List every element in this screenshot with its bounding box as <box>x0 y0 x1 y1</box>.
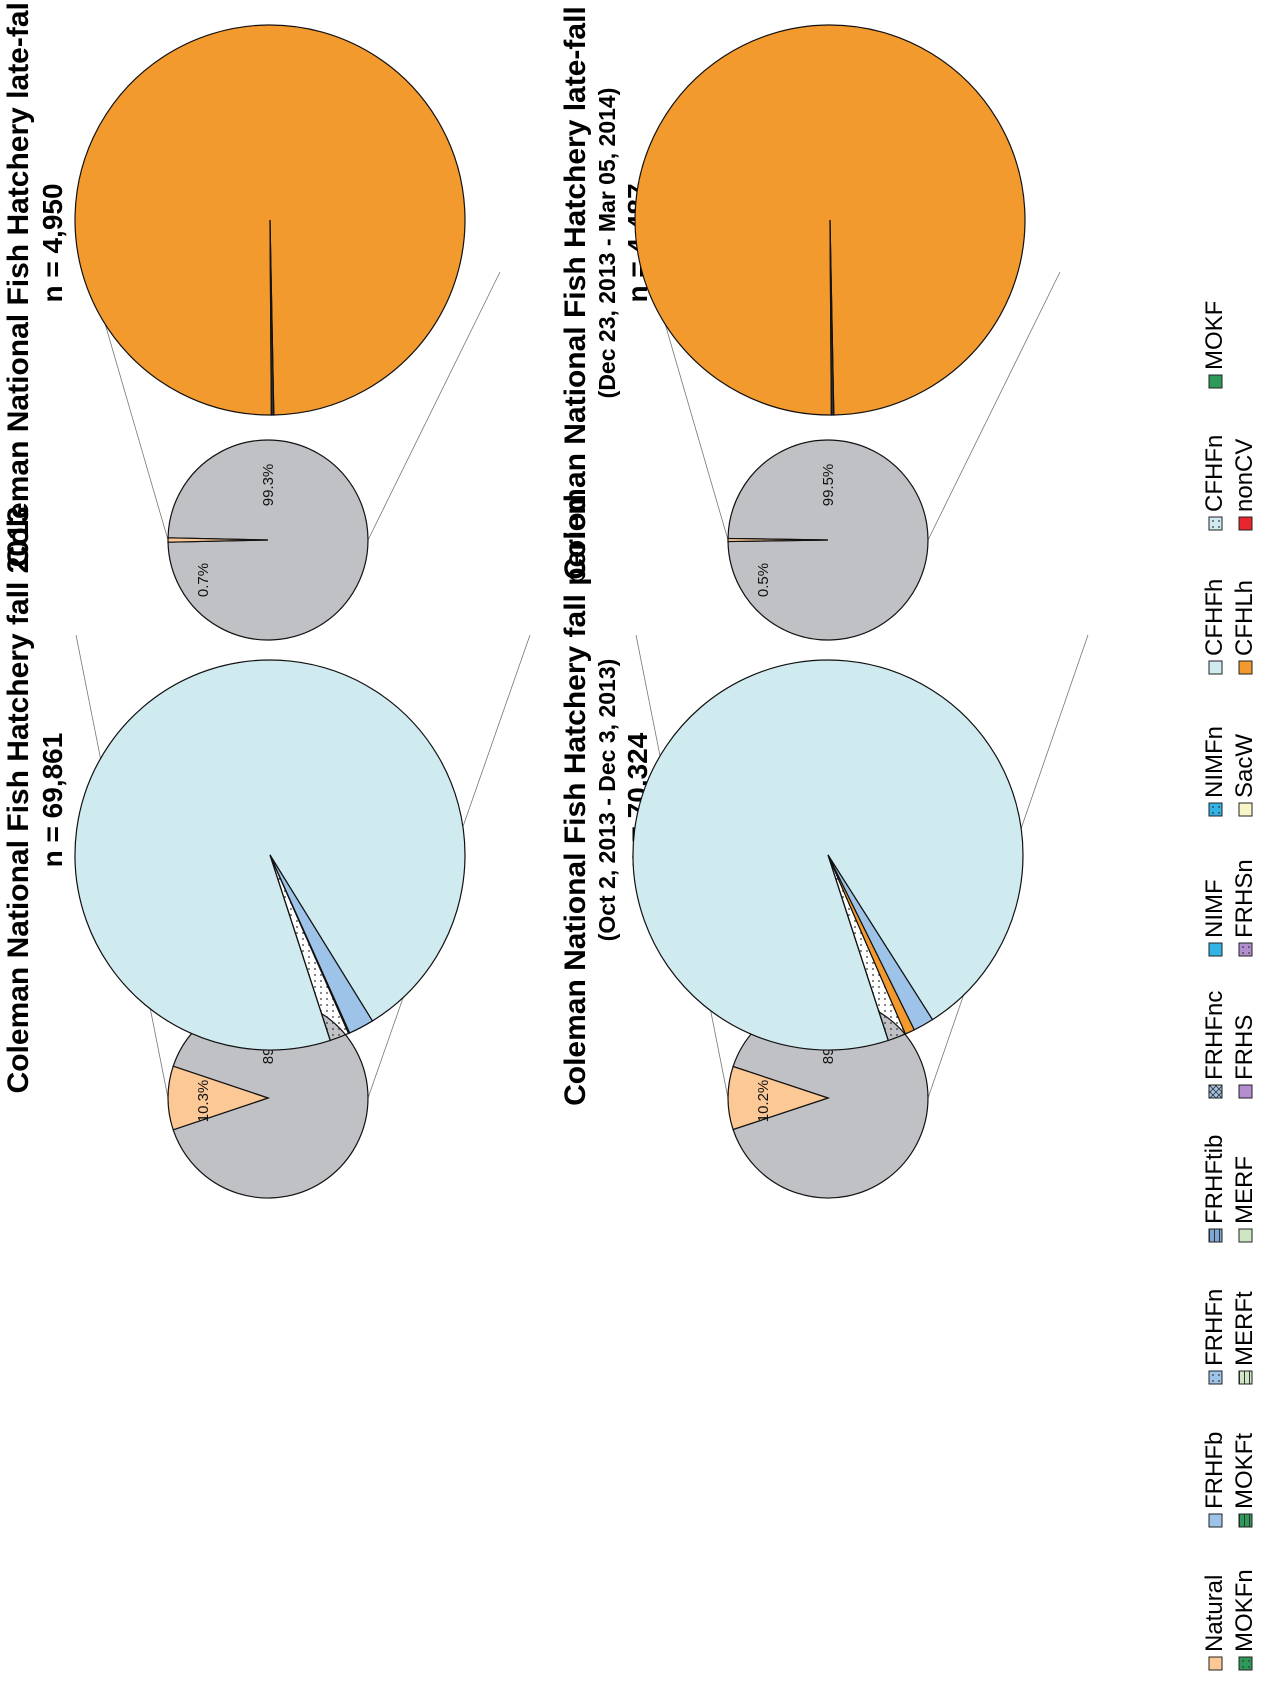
label-natural: 0.5% <box>755 563 772 597</box>
slice-frhfn <box>269 854 374 1034</box>
legend-item-noncv: nonCV <box>1231 439 1258 531</box>
pie-main-fall-2013: 10.3%89.7% <box>167 997 369 1199</box>
legend-label: Natural <box>1201 1575 1228 1652</box>
legend-swatch-pattern <box>1208 1228 1223 1243</box>
legend-swatch-pattern <box>1238 1513 1253 1528</box>
legend-item-sacw: SacW <box>1231 734 1258 817</box>
legend-swatch <box>1208 942 1223 957</box>
panel-fall-period: Coleman National Fish Hatchery fall peri… <box>559 494 1089 1199</box>
legend: Natural FRHFb FRHFn FRHFtib FRHFnc NIMF NIMFn C… <box>1201 301 1258 1671</box>
legend-label: FRHFn <box>1201 1289 1228 1366</box>
legend-item-frhfn: FRHFn <box>1201 1289 1228 1385</box>
legend-swatch <box>1238 516 1253 531</box>
label-natural: 0.7% <box>195 563 212 597</box>
legend-item-cfhfh: CFHFh <box>1201 579 1228 675</box>
panel-subtitle: (Oct 2, 2013 - Dec 3, 2013) <box>594 659 620 942</box>
slice-natural <box>727 1065 830 1131</box>
panel-title: Coleman National Fish Hatchery late-fall… <box>559 0 592 580</box>
slice-natural <box>167 537 269 543</box>
panel-n: n = 69,861 <box>37 733 68 868</box>
slice-other <box>269 219 275 416</box>
legend-item-mokfn: MOKFn <box>1231 1569 1258 1671</box>
legend-item-mokft: MOKFt <box>1231 1433 1258 1528</box>
panel-title: Coleman National Fish Hatchery late-fall… <box>2 0 35 567</box>
legend-swatch <box>1238 1084 1253 1099</box>
legend-item-frhfb: FRHFb <box>1201 1432 1228 1528</box>
legend-swatch <box>1208 660 1223 675</box>
slice-other <box>829 219 835 416</box>
panel-fall-2013: Coleman National Fish Hatchery fall 2013… <box>2 507 531 1199</box>
legend-label: CFHFn <box>1201 435 1228 512</box>
legend-item-merft: MERFt <box>1231 1291 1258 1385</box>
pie-main-late-fall-2014: 0.7% 99.3% <box>167 439 369 641</box>
legend-swatch-pattern <box>1208 1370 1223 1385</box>
legend-label: MOKF <box>1201 301 1228 370</box>
panel-fall-period-titles: Coleman National Fish Hatchery fall peri… <box>559 494 653 1106</box>
legend-item-natural: Natural <box>1201 1575 1228 1671</box>
label-natural: 10.2% <box>755 1080 772 1123</box>
legend-label: CFHFh <box>1201 579 1228 656</box>
legend-label: FRHFb <box>1201 1432 1228 1509</box>
pie-expanded-fall-period <box>632 659 1024 1051</box>
slice-natural <box>167 1065 270 1131</box>
panel-late-fall-2014-titles: Coleman National Fish Hatchery late-fall… <box>2 0 68 567</box>
legend-swatch <box>1238 1228 1253 1243</box>
legend-label: NIMF <box>1201 879 1228 938</box>
panel-n: n = 4,950 <box>37 183 68 302</box>
legend-swatch <box>1238 802 1253 817</box>
legend-item-frhs: FRHS <box>1231 1015 1258 1099</box>
label-hatchery: 99.5% <box>820 464 837 507</box>
legend-swatch <box>1238 660 1253 675</box>
legend-item-frhftib: FRHFtib <box>1201 1135 1228 1243</box>
slice-hatchery <box>167 439 369 641</box>
legend-swatch-pattern <box>1208 1084 1223 1099</box>
pie-main-late-fall-period: 0.5% 99.5% <box>727 439 929 641</box>
legend-swatch <box>1208 1513 1223 1528</box>
legend-item-cfhfn: CFHFn <box>1201 435 1228 531</box>
label-hatchery: 99.3% <box>260 464 277 507</box>
legend-item-merf: MERF <box>1231 1156 1258 1243</box>
legend-label: FRHFtib <box>1201 1135 1228 1224</box>
panel-late-fall-period: Coleman National Fish Hatchery late-fall… <box>559 0 1061 641</box>
panel-subtitle: (Dec 23, 2013 - Mar 05, 2014) <box>594 88 620 399</box>
legend-label: SacW <box>1231 734 1258 798</box>
legend-swatch-pattern <box>1208 802 1223 817</box>
label-natural: 10.3% <box>195 1080 212 1123</box>
legend-item-mokf: MOKF <box>1201 301 1228 389</box>
pie-expanded-fall-2013 <box>74 659 466 1051</box>
legend-swatch-pattern <box>1238 1656 1253 1671</box>
legend-label: nonCV <box>1231 439 1258 512</box>
legend-swatch-pattern <box>1238 1370 1253 1385</box>
legend-label: FRHSn <box>1231 859 1258 938</box>
legend-label: CFHLh <box>1231 580 1258 656</box>
panel-late-fall-period-titles: Coleman National Fish Hatchery late-fall… <box>559 0 653 580</box>
legend-label: MOKFt <box>1231 1433 1258 1509</box>
legend-swatch <box>1208 1656 1223 1671</box>
legend-label: FRHFnc <box>1201 991 1228 1080</box>
legend-item-frhsn: FRHSn <box>1231 859 1258 957</box>
legend-swatch-pattern <box>1238 942 1253 957</box>
pie-main-fall-period: 10.2%89.8% <box>727 997 929 1199</box>
legend-label: NIMFn <box>1201 726 1228 798</box>
legend-label: MERFt <box>1231 1291 1258 1366</box>
pie-expanded-late-fall-2014 <box>74 24 466 416</box>
legend-label: MERF <box>1231 1156 1258 1224</box>
pie-expanded-late-fall-period <box>634 24 1026 416</box>
legend-item-nimf: NIMF <box>1201 879 1228 957</box>
panel-title: Coleman National Fish Hatchery fall 2013 <box>2 507 35 1094</box>
legend-item-nimfn: NIMFn <box>1201 726 1228 817</box>
panel-late-fall-2014: Coleman National Fish Hatchery late-fall… <box>2 0 501 641</box>
panel-fall-2013-titles: Coleman National Fish Hatchery fall 2013… <box>2 507 68 1094</box>
legend-label: MOKFn <box>1231 1569 1258 1652</box>
legend-swatch <box>1208 374 1223 389</box>
legend-item-cfhlh: CFHLh <box>1231 580 1258 675</box>
legend-swatch-pattern <box>1208 516 1223 531</box>
legend-item-frhfnc: FRHFnc <box>1201 991 1228 1099</box>
slice-natural <box>727 537 829 543</box>
legend-label: FRHS <box>1231 1015 1258 1080</box>
panel-title: Coleman National Fish Hatchery fall peri… <box>559 494 592 1106</box>
slice-frhfn <box>827 854 934 1031</box>
